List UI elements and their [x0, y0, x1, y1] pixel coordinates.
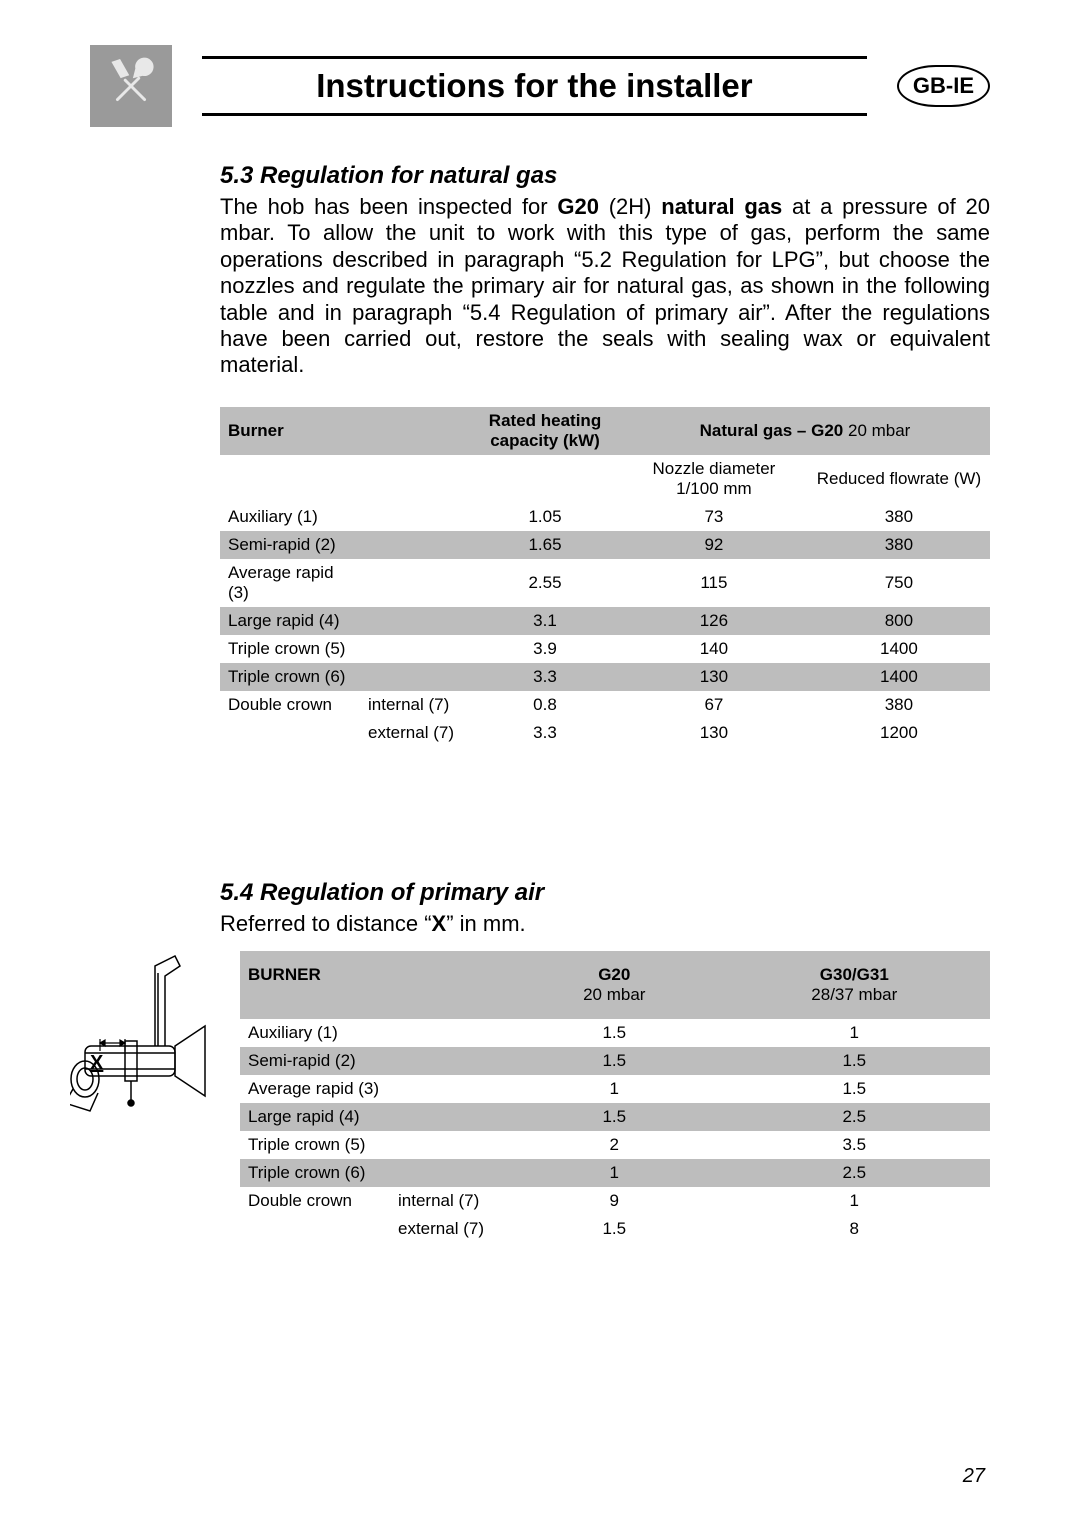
- t1-sub-flow: Reduced flowrate (W): [808, 455, 990, 503]
- section-5-4-heading: 5.4 Regulation of primary air: [220, 879, 990, 907]
- t2-header-g30: G30/G31 28/37 mbar: [719, 951, 990, 1019]
- section-5-3-heading: 5.3 Regulation for natural gas: [220, 162, 990, 190]
- table-row: external (7)3.31301200: [220, 719, 990, 747]
- table-row: Double crowninternal (7)0.867380: [220, 691, 990, 719]
- section-5-4-note: Referred to distance “X” in mm.: [220, 911, 990, 937]
- table-row: Triple crown (6)12.5: [240, 1159, 990, 1187]
- table-row: Semi-rapid (2)1.51.5: [240, 1047, 990, 1075]
- section-5-3-paragraph: The hob has been inspected for G20 (2H) …: [220, 194, 990, 379]
- t1-header-burner: Burner: [220, 407, 470, 455]
- table-row: Auxiliary (1)1.0573380: [220, 503, 990, 531]
- locale-badge: GB-IE: [897, 65, 990, 107]
- table-row: Triple crown (6)3.31301400: [220, 663, 990, 691]
- table-row: Average rapid (3)11.5: [240, 1075, 990, 1103]
- table-row: Auxiliary (1)1.51: [240, 1019, 990, 1047]
- table-row: Triple crown (5)23.5: [240, 1131, 990, 1159]
- primary-air-diagram: X: [70, 951, 220, 1121]
- page-title: Instructions for the installer: [316, 67, 752, 104]
- natural-gas-table: Burner Rated heating capacity (kW) Natur…: [220, 407, 990, 747]
- t1-sub-nozzle: Nozzle diameter 1/100 mm: [620, 455, 808, 503]
- tools-icon: [90, 45, 172, 127]
- t2-header-burner: BURNER: [240, 951, 510, 1019]
- primary-air-table: BURNER G20 20 mbar G30/G31 28/37 mbar Au…: [240, 951, 990, 1243]
- table-row: Large rapid (4)3.1126800: [220, 607, 990, 635]
- table-row: Triple crown (5)3.91401400: [220, 635, 990, 663]
- t2-header-g20: G20 20 mbar: [510, 951, 719, 1019]
- diagram-x-label: X: [90, 1052, 104, 1074]
- page-header: Instructions for the installer GB-IE: [90, 45, 990, 127]
- table-row: Large rapid (4)1.52.5: [240, 1103, 990, 1131]
- t1-header-capacity: Rated heating capacity (kW): [470, 407, 620, 455]
- table-row: Double crowninternal (7)91: [240, 1187, 990, 1215]
- table-row: external (7)1.58: [240, 1215, 990, 1243]
- content-area: 5.3 Regulation for natural gas The hob h…: [90, 162, 990, 1243]
- t1-header-gas: Natural gas – G20 20 mbar: [620, 407, 990, 455]
- page-title-bar: Instructions for the installer: [202, 56, 867, 116]
- page-number: 27: [963, 1465, 985, 1488]
- table-row: Semi-rapid (2)1.6592380: [220, 531, 990, 559]
- table-row: Average rapid (3)2.55115750: [220, 559, 990, 607]
